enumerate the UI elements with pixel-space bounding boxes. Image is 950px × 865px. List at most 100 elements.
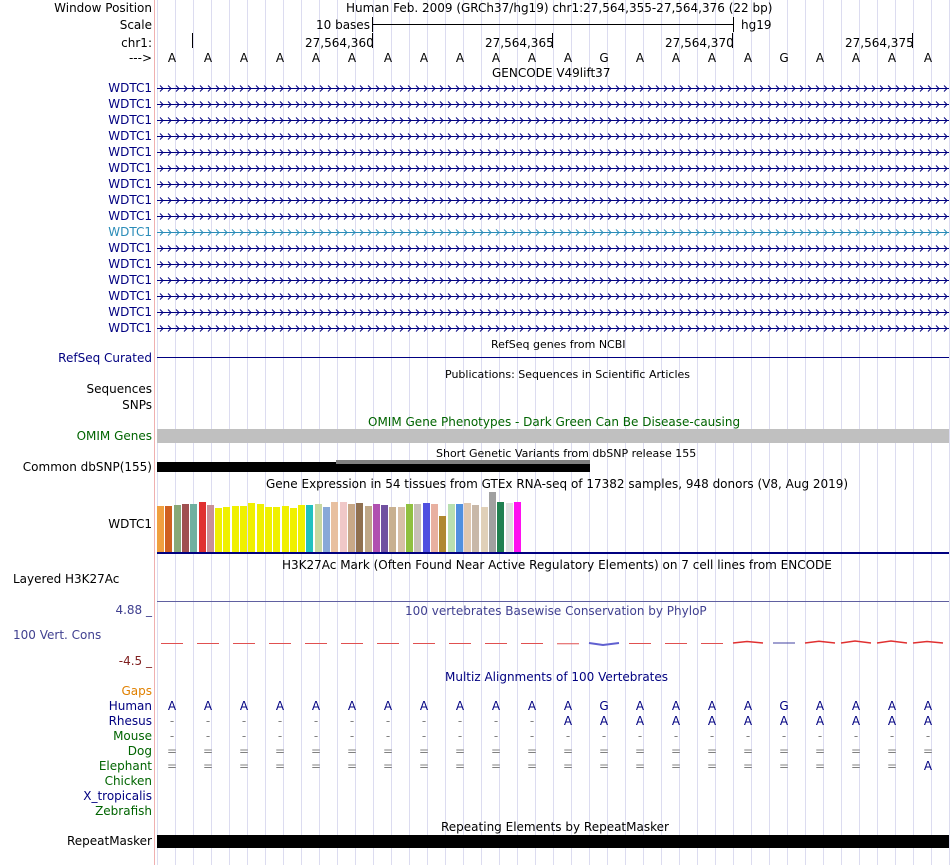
refseq-track-title[interactable]: RefSeq genes from NCBI	[491, 338, 626, 351]
multiz-species-label[interactable]: Rhesus	[108, 714, 152, 728]
gencode-transcript-line[interactable]	[157, 325, 949, 332]
gtex-tissue-bar[interactable]	[513, 502, 521, 552]
gencode-transcript-label[interactable]: WDTC1	[108, 161, 152, 175]
gtex-tissue-bar[interactable]	[347, 504, 355, 552]
gencode-transcript-line[interactable]	[157, 261, 949, 268]
dbsnp-track-title[interactable]: Short Genetic Variants from dbSNP releas…	[436, 447, 697, 460]
gtex-tissue-bar[interactable]	[364, 506, 372, 552]
repeatmasker-element-bar[interactable]	[157, 835, 949, 848]
gtex-tissue-bar[interactable]	[206, 505, 214, 552]
gencode-transcript-label[interactable]: WDTC1	[108, 113, 152, 127]
gencode-transcript-line[interactable]	[157, 229, 949, 236]
gtex-tissue-bar[interactable]	[480, 507, 488, 552]
gencode-transcript-label[interactable]: WDTC1	[108, 81, 152, 95]
gencode-transcript-line[interactable]	[157, 165, 949, 172]
gtex-tissue-bar[interactable]	[165, 506, 173, 552]
gtex-tissue-bar[interactable]	[430, 504, 438, 552]
gtex-tissue-bar[interactable]	[289, 508, 297, 552]
gtex-tissue-bar[interactable]	[389, 507, 397, 552]
gtex-tissue-bar[interactable]	[497, 502, 505, 552]
gtex-tissue-bar[interactable]	[331, 502, 339, 552]
conservation-track-title[interactable]: 100 vertebrates Basewise Conservation by…	[405, 604, 707, 618]
conservation-plot[interactable]	[157, 618, 949, 668]
gtex-tissue-bar[interactable]	[231, 506, 239, 552]
gtex-tissue-bar[interactable]	[190, 504, 198, 552]
gtex-track-title[interactable]: Gene Expression in 54 tissues from GTEx …	[266, 477, 849, 491]
gtex-tissue-bar[interactable]	[472, 505, 480, 552]
gtex-tissue-bar[interactable]	[306, 505, 314, 552]
gtex-tissue-bar[interactable]	[281, 506, 289, 552]
publications-track-title[interactable]: Publications: Sequences in Scientific Ar…	[445, 368, 690, 381]
gencode-transcript-label[interactable]: WDTC1	[108, 241, 152, 255]
gtex-tissue-bar[interactable]	[198, 502, 206, 552]
gencode-transcript-label[interactable]: WDTC1	[108, 209, 152, 223]
gtex-tissue-bar[interactable]	[406, 504, 413, 552]
gencode-transcript-line[interactable]	[157, 85, 949, 92]
gencode-transcript-label[interactable]: WDTC1	[108, 289, 152, 303]
gencode-transcript-label[interactable]: WDTC1	[108, 193, 152, 207]
dbsnp-track-label[interactable]: Common dbSNP(155)	[22, 460, 152, 474]
gtex-tissue-bar[interactable]	[181, 504, 189, 552]
gtex-tissue-bar[interactable]	[215, 508, 223, 552]
omim-track-label[interactable]: OMIM Genes	[76, 429, 152, 443]
h3k27ac-track-title[interactable]: H3K27Ac Mark (Often Found Near Active Re…	[282, 558, 832, 572]
refseq-gene-line[interactable]	[157, 357, 949, 358]
gencode-transcript-line[interactable]	[157, 101, 949, 108]
gtex-tissue-bar[interactable]	[356, 503, 364, 552]
gtex-tissue-bar[interactable]	[264, 507, 272, 552]
multiz-species-label[interactable]: Elephant	[98, 759, 152, 773]
omim-track-title[interactable]: OMIM Gene Phenotypes - Dark Green Can Be…	[368, 415, 741, 429]
gtex-tissue-bar[interactable]	[157, 506, 164, 552]
multiz-track-title[interactable]: Multiz Alignments of 100 Vertebrates	[445, 670, 669, 684]
gtex-tissue-bar[interactable]	[464, 503, 472, 552]
gtex-tissue-bar[interactable]	[422, 503, 430, 552]
multiz-species-label[interactable]: Mouse	[113, 729, 152, 743]
gtex-tissue-bar[interactable]	[298, 505, 306, 552]
repeatmasker-track-title[interactable]: Repeating Elements by RepeatMasker	[441, 820, 669, 834]
gtex-gene-label[interactable]: WDTC1	[108, 517, 152, 531]
gencode-transcript-line[interactable]	[157, 197, 949, 204]
gtex-tissue-bar[interactable]	[339, 502, 347, 552]
strand-toggle[interactable]: --->	[128, 51, 152, 65]
gtex-tissue-bar[interactable]	[240, 506, 247, 552]
multiz-species-label[interactable]: Chicken	[104, 774, 152, 788]
refseq-track-label[interactable]: RefSeq Curated	[58, 351, 152, 365]
gtex-tissue-bar[interactable]	[314, 504, 322, 552]
gtex-tissue-bar[interactable]	[447, 504, 455, 552]
gtex-tissue-bar[interactable]	[223, 507, 231, 552]
publications-snps-label[interactable]: SNPs	[122, 398, 152, 412]
gencode-transcript-line[interactable]	[157, 133, 949, 140]
h3k27ac-track-label[interactable]: Layered H3K27Ac	[13, 572, 120, 586]
gencode-transcript-label[interactable]: WDTC1	[108, 177, 152, 191]
gtex-tissue-bar[interactable]	[273, 507, 281, 552]
gencode-transcript-label[interactable]: WDTC1	[108, 321, 152, 335]
gencode-transcript-line[interactable]	[157, 181, 949, 188]
publications-sequences-label[interactable]: Sequences	[86, 382, 152, 396]
gtex-tissue-bar[interactable]	[505, 503, 513, 552]
gencode-transcript-line[interactable]	[157, 117, 949, 124]
gencode-transcript-line[interactable]	[157, 245, 949, 252]
gencode-transcript-line[interactable]	[157, 309, 949, 316]
gtex-tissue-bar[interactable]	[414, 504, 422, 552]
gencode-track-title[interactable]: GENCODE V49lift37	[492, 66, 611, 80]
gtex-tissue-bar[interactable]	[455, 504, 463, 552]
omim-phenotype-bar[interactable]	[157, 429, 949, 443]
multiz-species-label[interactable]: Zebrafish	[95, 804, 152, 818]
gencode-transcript-line[interactable]	[157, 149, 949, 156]
gencode-transcript-line[interactable]	[157, 213, 949, 220]
gencode-transcript-line[interactable]	[157, 293, 949, 300]
gtex-tissue-bar[interactable]	[323, 507, 330, 552]
gencode-transcript-label[interactable]: WDTC1	[108, 273, 152, 287]
gencode-transcript-label[interactable]: WDTC1	[108, 145, 152, 159]
gencode-transcript-label[interactable]: WDTC1	[108, 305, 152, 319]
multiz-species-label[interactable]: Dog	[127, 744, 152, 758]
dbsnp-variant-bar[interactable]	[157, 462, 590, 472]
gtex-tissue-bar[interactable]	[439, 516, 447, 552]
repeatmasker-track-label[interactable]: RepeatMasker	[66, 834, 152, 848]
gtex-tissue-bar[interactable]	[372, 504, 380, 552]
multiz-species-label[interactable]: Human	[108, 699, 152, 713]
gtex-tissue-bar[interactable]	[248, 503, 256, 552]
gtex-tissue-bar[interactable]	[381, 505, 389, 552]
gtex-tissue-bar[interactable]	[173, 505, 181, 552]
dbsnp-variant-bar-2[interactable]	[336, 460, 590, 464]
